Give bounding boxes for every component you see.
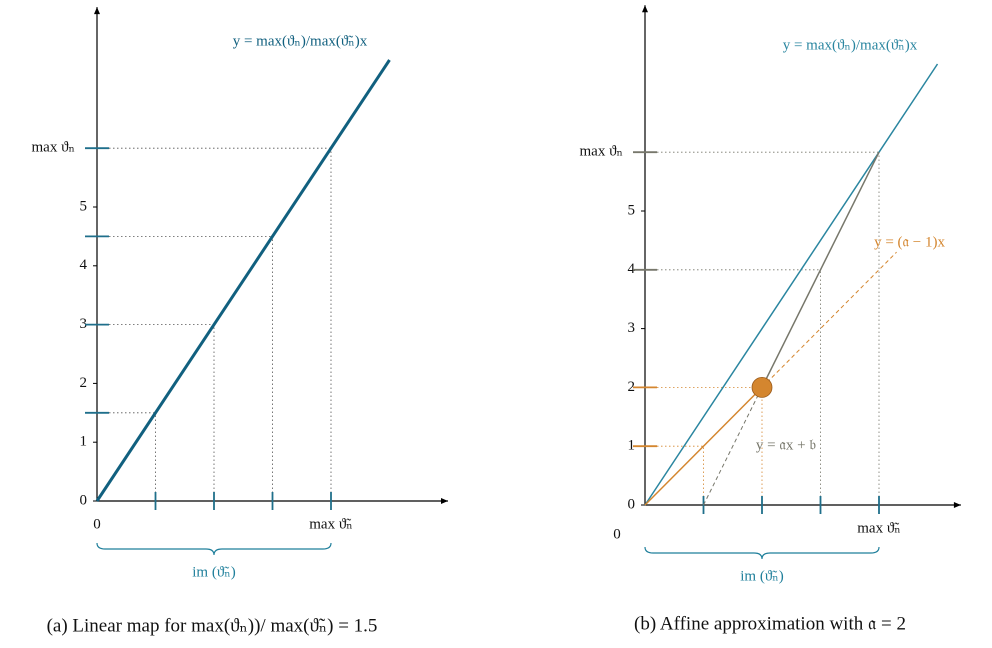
caption: (b) Affine approximation with 𝔞 = 2 xyxy=(634,613,906,634)
y-tick-label: 5 xyxy=(80,198,88,214)
x-tick-label: max ϑ̃ₙ xyxy=(309,516,353,532)
y-tick-label: 3 xyxy=(80,316,88,332)
series-line xyxy=(644,386,763,506)
y-tick-label: max ϑₙ xyxy=(580,144,624,160)
series-line xyxy=(644,63,939,506)
series-line xyxy=(761,151,880,388)
x-arrow xyxy=(953,502,961,508)
bracket xyxy=(644,546,880,560)
series-label: y = (𝔞 − 1)x xyxy=(874,234,945,250)
y-tick-label: 4 xyxy=(80,257,88,273)
y-arrow xyxy=(94,7,100,15)
bracket-label: im (ϑ̃ₙ) xyxy=(192,564,236,580)
bracket xyxy=(96,542,332,556)
y-tick-label: 2 xyxy=(80,375,88,391)
point xyxy=(751,376,773,398)
x-tick-label: 0 xyxy=(613,526,621,542)
y-tick-label: 0 xyxy=(80,492,88,508)
series-label: y = max(ϑₙ)/max(ϑ̃ₙ)x xyxy=(783,37,918,53)
y-tick-label: 4 xyxy=(628,261,636,277)
y-tick-label: 1 xyxy=(80,434,88,450)
bracket-label: im (ϑ̃ₙ) xyxy=(740,568,784,584)
series-label: y = 𝔞x + 𝔟 xyxy=(756,437,816,453)
y-tick-label: 1 xyxy=(628,438,636,454)
x-arrow xyxy=(441,498,448,504)
y-tick-label: 3 xyxy=(628,320,636,336)
y-tick-label: max ϑₙ xyxy=(32,140,76,156)
x-tick-label: max ϑ̃ₙ xyxy=(857,520,901,536)
x-tick-label: 0 xyxy=(93,516,101,532)
series-label: y = max(ϑₙ)/max(ϑ̃ₙ)x xyxy=(233,33,368,49)
caption: (a) Linear map for max(ϑₙ))/ max(ϑ̃ₙ) = … xyxy=(47,615,378,636)
y-tick-label: 2 xyxy=(628,379,636,395)
series-line xyxy=(703,387,763,506)
y-tick-label: 0 xyxy=(628,496,636,512)
series-line xyxy=(761,251,897,388)
series-line xyxy=(95,59,391,502)
y-arrow xyxy=(642,5,648,13)
y-tick-label: 5 xyxy=(628,202,636,218)
